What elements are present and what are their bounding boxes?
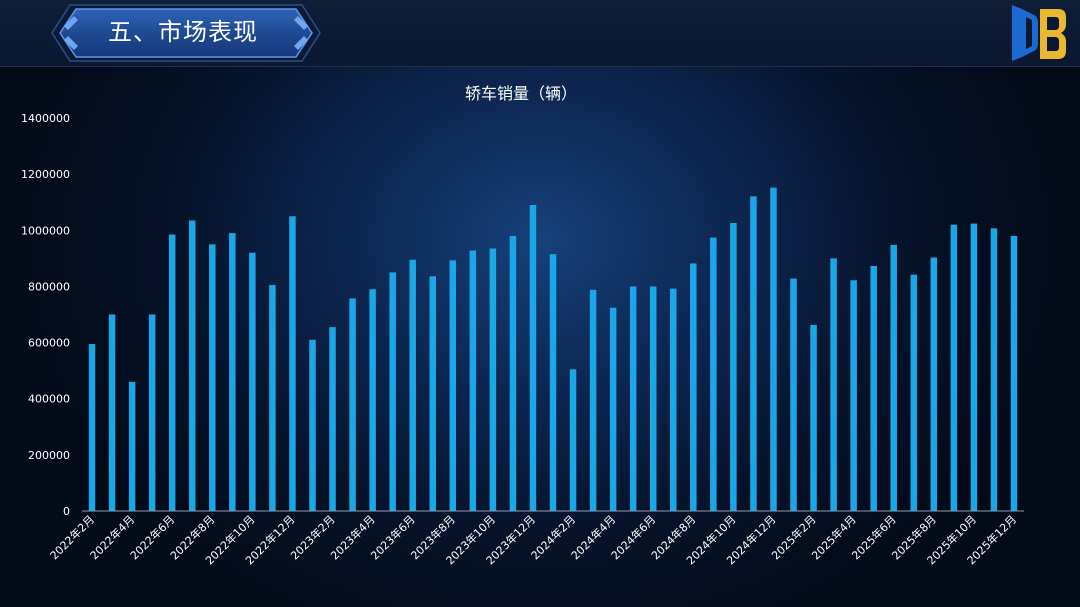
bar bbox=[569, 369, 577, 511]
bar bbox=[890, 244, 897, 511]
bar bbox=[870, 265, 877, 511]
bar bbox=[289, 216, 296, 511]
bar bbox=[710, 237, 717, 511]
bar bbox=[509, 235, 517, 511]
bar bbox=[990, 228, 998, 511]
bar-series bbox=[88, 187, 1018, 512]
title-frame bbox=[51, 4, 321, 62]
bar bbox=[249, 252, 256, 512]
bar bbox=[409, 259, 416, 511]
y-tick-label: 1400000 bbox=[21, 112, 70, 125]
y-tick-label: 1000000 bbox=[21, 224, 70, 237]
bar bbox=[309, 339, 316, 511]
bar bbox=[148, 314, 156, 511]
bar bbox=[349, 298, 356, 511]
bar bbox=[389, 272, 396, 511]
chart-title: 轿车销量（辆） bbox=[465, 84, 577, 103]
bar bbox=[850, 280, 857, 511]
x-axis: 2022年2月2022年4月2022年6月2022年8月2022年10月2022… bbox=[47, 512, 1019, 567]
y-axis: 0 200000 400000 600000 800000 1000000 1200000 1… bbox=[21, 112, 70, 518]
bar bbox=[88, 343, 96, 511]
bar bbox=[950, 224, 958, 512]
bar bbox=[329, 327, 336, 511]
bar bbox=[269, 285, 276, 511]
bar bbox=[649, 286, 657, 511]
y-tick-label: 400000 bbox=[28, 393, 70, 406]
bar bbox=[449, 260, 457, 511]
y-tick-label: 200000 bbox=[28, 449, 70, 462]
bar bbox=[770, 187, 777, 511]
bar bbox=[188, 220, 196, 511]
header-bar: 五、市场表现 bbox=[0, 0, 1080, 67]
bar bbox=[970, 223, 978, 512]
bar bbox=[670, 288, 677, 511]
bar bbox=[690, 263, 697, 511]
bar bbox=[609, 307, 617, 511]
bar bbox=[209, 244, 216, 511]
bar bbox=[429, 276, 436, 511]
bar bbox=[910, 274, 918, 511]
bar bbox=[589, 289, 597, 511]
bar bbox=[830, 258, 837, 511]
bar bbox=[469, 250, 477, 511]
bar bbox=[629, 286, 637, 511]
y-tick-label: 0 bbox=[63, 505, 70, 518]
bar bbox=[489, 248, 497, 511]
bar bbox=[529, 205, 537, 511]
bar bbox=[369, 289, 376, 511]
page-title: 五、市场表现 bbox=[108, 18, 258, 46]
y-tick-label: 800000 bbox=[28, 280, 70, 293]
bar bbox=[810, 324, 817, 511]
bar bbox=[790, 278, 797, 511]
y-tick-label: 1200000 bbox=[21, 168, 70, 181]
bar bbox=[168, 234, 176, 511]
bar bbox=[229, 233, 236, 511]
bar bbox=[730, 222, 737, 512]
bar bbox=[108, 314, 116, 511]
bar bbox=[549, 254, 557, 511]
bar bbox=[1010, 235, 1018, 511]
bar bbox=[930, 257, 938, 511]
bar bbox=[750, 196, 757, 511]
bar bbox=[128, 381, 136, 511]
db-logo-icon bbox=[1012, 5, 1066, 61]
y-tick-label: 600000 bbox=[28, 337, 70, 350]
